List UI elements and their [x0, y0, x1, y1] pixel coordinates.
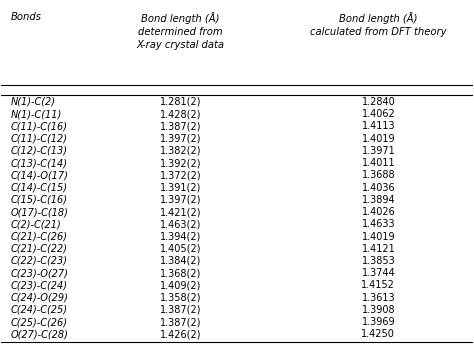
Text: 1.394(2): 1.394(2): [160, 231, 201, 242]
Text: C(2)-C(21): C(2)-C(21): [11, 219, 62, 229]
Text: 1.4062: 1.4062: [362, 109, 395, 119]
Text: 1.281(2): 1.281(2): [160, 97, 201, 107]
Text: N(1)-C(2): N(1)-C(2): [11, 97, 56, 107]
Text: C(23)-O(27): C(23)-O(27): [11, 268, 69, 278]
Text: 1.3688: 1.3688: [362, 170, 395, 180]
Text: C(21)-C(22): C(21)-C(22): [11, 244, 68, 254]
Text: 1.358(2): 1.358(2): [160, 293, 201, 303]
Text: 1.392(2): 1.392(2): [160, 158, 201, 168]
Text: 1.397(2): 1.397(2): [160, 134, 201, 143]
Text: 1.4113: 1.4113: [362, 121, 395, 131]
Text: Bonds: Bonds: [11, 12, 42, 22]
Text: 1.3894: 1.3894: [362, 195, 395, 205]
Text: 1.387(2): 1.387(2): [160, 317, 201, 327]
Text: C(23)-C(24): C(23)-C(24): [11, 280, 68, 290]
Text: 1.463(2): 1.463(2): [160, 219, 201, 229]
Text: 1.3853: 1.3853: [362, 256, 395, 266]
Text: C(14)-O(17): C(14)-O(17): [11, 170, 69, 180]
Text: 1.4026: 1.4026: [362, 207, 395, 217]
Text: 1.428(2): 1.428(2): [160, 109, 201, 119]
Text: C(24)-C(25): C(24)-C(25): [11, 305, 68, 315]
Text: 1.4152: 1.4152: [362, 280, 395, 290]
Text: 1.384(2): 1.384(2): [160, 256, 201, 266]
Text: C(13)-C(14): C(13)-C(14): [11, 158, 68, 168]
Text: 1.409(2): 1.409(2): [160, 280, 201, 290]
Text: 1.3971: 1.3971: [362, 146, 395, 156]
Text: 1.382(2): 1.382(2): [160, 146, 201, 156]
Text: 1.4019: 1.4019: [362, 134, 395, 143]
Text: Bond length (Å)
determined from
X-ray crystal data: Bond length (Å) determined from X-ray cr…: [137, 12, 225, 50]
Text: O(17)-C(18): O(17)-C(18): [11, 207, 69, 217]
Text: 1.421(2): 1.421(2): [160, 207, 201, 217]
Text: 1.397(2): 1.397(2): [160, 195, 201, 205]
Text: C(24)-O(29): C(24)-O(29): [11, 293, 69, 303]
Text: 1.405(2): 1.405(2): [160, 244, 201, 254]
Text: C(15)-C(16): C(15)-C(16): [11, 195, 68, 205]
Text: 1.4633: 1.4633: [362, 219, 395, 229]
Text: O(27)-C(28): O(27)-C(28): [11, 329, 69, 340]
Text: 1.4250: 1.4250: [362, 329, 395, 340]
Text: 1.4036: 1.4036: [362, 183, 395, 193]
Text: 1.426(2): 1.426(2): [160, 329, 201, 340]
Text: 1.4121: 1.4121: [362, 244, 395, 254]
Text: 1.4011: 1.4011: [362, 158, 395, 168]
Text: 1.4019: 1.4019: [362, 231, 395, 242]
Text: C(14)-C(15): C(14)-C(15): [11, 183, 68, 193]
Text: C(22)-C(23): C(22)-C(23): [11, 256, 68, 266]
Text: 1.3908: 1.3908: [362, 305, 395, 315]
Text: 1.3969: 1.3969: [362, 317, 395, 327]
Text: 1.3744: 1.3744: [362, 268, 395, 278]
Text: 1.368(2): 1.368(2): [160, 268, 201, 278]
Text: 1.372(2): 1.372(2): [160, 170, 201, 180]
Text: C(11)-C(16): C(11)-C(16): [11, 121, 68, 131]
Text: 1.391(2): 1.391(2): [160, 183, 201, 193]
Text: Bond length (Å)
calculated from DFT theory: Bond length (Å) calculated from DFT theo…: [310, 12, 447, 37]
Text: N(1)-C(11): N(1)-C(11): [11, 109, 62, 119]
Text: C(12)-C(13): C(12)-C(13): [11, 146, 68, 156]
Text: 1.387(2): 1.387(2): [160, 305, 201, 315]
Text: C(25)-C(26): C(25)-C(26): [11, 317, 68, 327]
Text: 1.2840: 1.2840: [362, 97, 395, 107]
Text: 1.387(2): 1.387(2): [160, 121, 201, 131]
Text: C(21)-C(26): C(21)-C(26): [11, 231, 68, 242]
Text: C(11)-C(12): C(11)-C(12): [11, 134, 68, 143]
Text: 1.3613: 1.3613: [362, 293, 395, 303]
